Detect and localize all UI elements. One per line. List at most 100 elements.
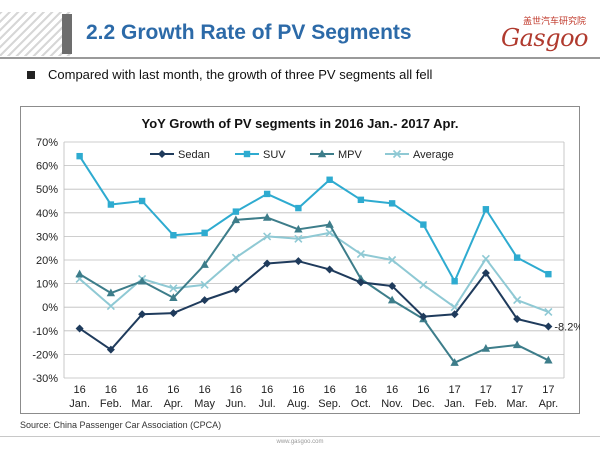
- data-point-mpv: [200, 260, 209, 268]
- series-line-mpv: [79, 216, 549, 364]
- data-point-sedan: [200, 296, 209, 305]
- y-tick-label: 20%: [36, 255, 58, 267]
- x-tick-label: 16: [105, 384, 117, 396]
- x-tick-label: 16: [355, 384, 367, 396]
- data-point-sedan: [75, 324, 84, 333]
- data-point-mpv: [231, 215, 241, 224]
- x-tick-label: Jul.: [259, 398, 276, 410]
- x-tick-label: 17: [480, 384, 492, 396]
- data-point-suv: [451, 278, 458, 285]
- x-tick-label: 17: [542, 384, 554, 396]
- x-tick-label: Feb.: [100, 398, 122, 410]
- data-point-suv: [107, 201, 115, 208]
- x-tick-label: Jun.: [225, 398, 246, 410]
- data-point-sedan: [106, 345, 115, 354]
- x-tick-label: 16: [199, 384, 211, 396]
- y-tick-label: 50%: [36, 184, 58, 196]
- x-tick-label: Dec.: [412, 398, 435, 410]
- data-point-mpv: [450, 358, 459, 366]
- data-point-suv: [201, 229, 208, 237]
- footer-url: www.gasgoo.com: [276, 439, 324, 445]
- data-point-mpv: [387, 295, 397, 304]
- x-tick-label: Mar.: [131, 398, 152, 410]
- legend-label-average: Average: [413, 149, 454, 161]
- data-point-suv: [420, 221, 427, 228]
- data-point-mpv: [481, 344, 491, 352]
- data-point-sedan: [419, 312, 428, 321]
- header-decoration: [0, 12, 72, 56]
- x-tick-label: Mar.: [506, 398, 527, 410]
- data-point-sedan: [325, 265, 334, 274]
- source-note: Source: China Passenger Car Association …: [20, 420, 222, 430]
- data-point-suv: [388, 200, 396, 207]
- data-point-average: [388, 255, 397, 265]
- x-tick-label: Nov.: [381, 398, 403, 410]
- data-point-sedan: [513, 315, 522, 323]
- data-point-mpv: [544, 355, 553, 364]
- page-title: 2.2 Growth Rate of PV Segments: [86, 21, 412, 44]
- data-point-mpv: [262, 213, 272, 221]
- data-point-mpv: [512, 340, 522, 349]
- data-point-suv: [76, 152, 83, 160]
- x-tick-label: Jan.: [444, 398, 465, 410]
- y-tick-label: 30%: [36, 231, 58, 243]
- data-point-mpv: [137, 276, 147, 285]
- data-point-mpv: [356, 274, 366, 283]
- logo-chinese-text: 盖世汽车研究院: [522, 16, 586, 26]
- x-tick-label: 16: [230, 384, 242, 396]
- data-point-sedan: [450, 310, 459, 319]
- bullet-text: Compared with last month, the growth of …: [48, 67, 433, 82]
- x-tick-label: 16: [292, 384, 304, 396]
- data-point-suv: [513, 254, 521, 261]
- legend-marker-sedan: [158, 150, 166, 158]
- x-tick-label: 16: [74, 384, 86, 396]
- data-point-average: [200, 280, 209, 289]
- y-tick-label: 40%: [36, 208, 58, 220]
- y-tick-label: 0%: [42, 302, 58, 314]
- data-point-sedan: [169, 309, 178, 318]
- data-label: -8.2%: [554, 322, 580, 334]
- data-point-average: [481, 254, 490, 263]
- data-point-sedan: [294, 257, 303, 266]
- y-tick-label: -10%: [32, 326, 58, 338]
- data-point-sedan: [356, 278, 365, 287]
- x-tick-label: 16: [324, 384, 336, 396]
- data-point-average: [356, 250, 365, 259]
- data-point-suv: [263, 190, 271, 198]
- series-line-average: [78, 231, 549, 313]
- chart-container: YoY Growth of PV segments in 2016 Jan.- …: [20, 106, 580, 414]
- x-tick-label: 16: [167, 384, 179, 396]
- x-tick-label: Jan.: [69, 398, 90, 410]
- header-divider: [0, 57, 600, 59]
- x-tick-label: Sep.: [318, 398, 341, 410]
- x-tick-label: Oct.: [351, 398, 371, 410]
- footer-divider: [0, 436, 600, 437]
- series-line-sedan: [79, 260, 549, 351]
- logo-wordmark: Gasgoo: [500, 24, 589, 52]
- x-tick-label: 16: [386, 384, 398, 396]
- x-tick-label: Apr.: [164, 398, 184, 410]
- header-accent-bar: [62, 14, 72, 54]
- data-point-average: [169, 284, 178, 293]
- legend-label-suv: SUV: [263, 149, 286, 161]
- data-point-average: [544, 307, 553, 316]
- data-point-average: [450, 303, 459, 312]
- x-tick-label: 17: [511, 384, 523, 396]
- x-tick-label: Aug.: [287, 398, 310, 410]
- data-point-mpv: [75, 269, 84, 278]
- data-point-average: [294, 234, 303, 243]
- data-point-mpv: [325, 220, 334, 228]
- x-tick-label: May: [194, 398, 215, 410]
- data-point-suv: [482, 206, 490, 213]
- legend-label-mpv: MPV: [338, 149, 363, 161]
- data-point-mpv: [106, 288, 116, 297]
- data-point-suv: [357, 196, 365, 204]
- y-tick-label: -30%: [32, 373, 58, 385]
- data-point-average: [106, 301, 115, 311]
- data-point-sedan: [388, 281, 397, 290]
- x-tick-label: 16: [136, 384, 148, 396]
- data-point-suv: [232, 208, 240, 215]
- legend-marker-suv: [243, 150, 251, 158]
- legend-marker-mpv: [317, 149, 327, 158]
